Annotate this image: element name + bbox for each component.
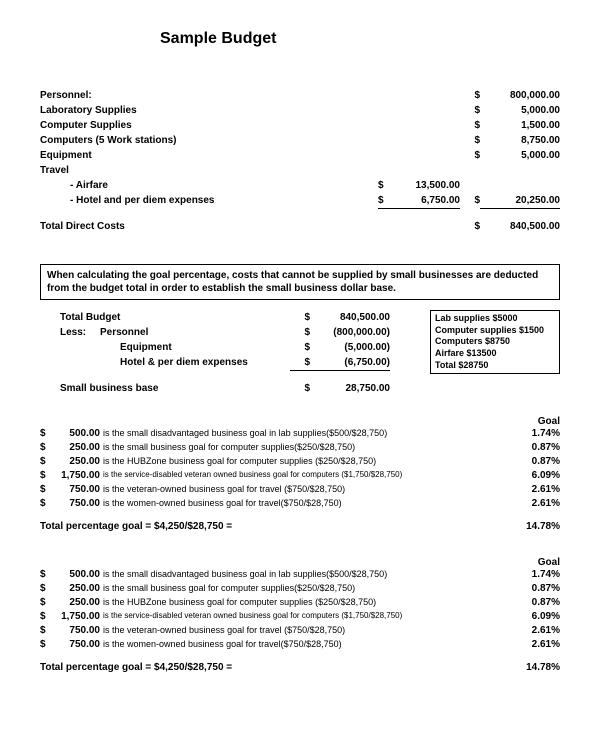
- item-travel: Travel: [40, 163, 560, 178]
- calc-section: Total Budget $ 840,500.00 Less: Personne…: [40, 310, 560, 396]
- calc-less-label: Less:: [40, 325, 100, 340]
- goal-total-label: Total percentage goal = $4,250/$28,750 =: [40, 662, 510, 673]
- goal-row: $750.00is the women-owned business goal …: [40, 638, 560, 652]
- goal-header: Goal: [510, 416, 560, 427]
- item-comp-supplies: Computer Supplies $ 1,500.00: [40, 118, 560, 133]
- budget-items: Personnel: $ 800,000.00 Laboratory Suppl…: [40, 88, 560, 234]
- goal-row: $250.00is the small business goal for co…: [40, 441, 560, 455]
- item-personnel: Personnel: $ 800,000.00: [40, 88, 560, 103]
- calc-total-budget-label: Total Budget: [40, 310, 290, 325]
- goal-total-label: Total percentage goal = $4,250/$28,750 =: [40, 521, 510, 532]
- item-airfare: - Airfare $ 13,500.00: [40, 178, 560, 193]
- goal-row: $500.00is the small disadvantaged busine…: [40, 568, 560, 582]
- goal-row: $1,750.00is the service-disabled veteran…: [40, 610, 560, 624]
- goal-row: $250.00is the small business goal for co…: [40, 582, 560, 596]
- goal-row: $750.00is the veteran-owned business goa…: [40, 624, 560, 638]
- note-box: When calculating the goal percentage, co…: [40, 264, 560, 300]
- page-title: Sample Budget: [40, 30, 560, 48]
- goal-header: Goal: [510, 557, 560, 568]
- item-lab: Laboratory Supplies $ 5,000.00: [40, 103, 560, 118]
- item-equipment: Equipment $ 5,000.00: [40, 148, 560, 163]
- side-summary-box: Lab supplies $5000 Computer supplies $15…: [430, 310, 560, 374]
- goal-total-pct: 14.78%: [510, 662, 560, 673]
- calc-base-label: Small business base: [40, 381, 290, 396]
- goal-total-pct: 14.78%: [510, 521, 560, 532]
- goal-row: $500.00is the small disadvantaged busine…: [40, 427, 560, 441]
- item-hotel: - Hotel and per diem expenses $ 6,750.00…: [40, 193, 560, 209]
- goal-row: $750.00is the women-owned business goal …: [40, 497, 560, 511]
- goal-section-1: Goal $500.00is the small disadvantaged b…: [40, 416, 560, 532]
- goal-section-2: Goal $500.00is the small disadvantaged b…: [40, 557, 560, 673]
- item-computers: Computers (5 Work stations) $ 8,750.00: [40, 133, 560, 148]
- goal-row: $750.00is the veteran-owned business goa…: [40, 483, 560, 497]
- goal-row: $1,750.00is the service-disabled veteran…: [40, 469, 560, 483]
- item-total: Total Direct Costs $ 840,500.00: [40, 219, 560, 234]
- goal-row: $250.00is the HUBZone business goal for …: [40, 455, 560, 469]
- goal-row: $250.00is the HUBZone business goal for …: [40, 596, 560, 610]
